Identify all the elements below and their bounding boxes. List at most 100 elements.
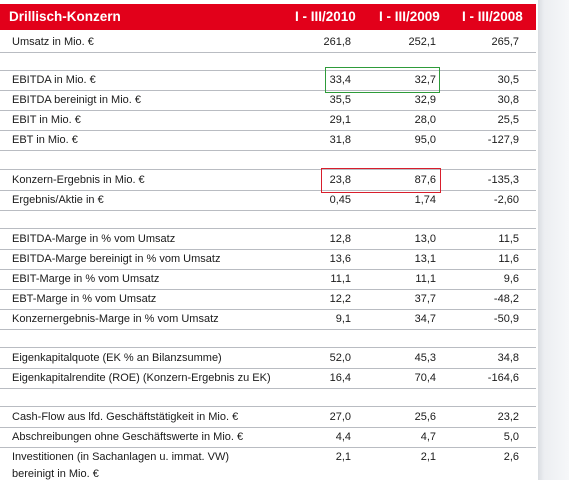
- value-2010: 2,1: [335, 451, 351, 463]
- value-2009: 1,74: [414, 194, 436, 206]
- table-row: EBITDA bereinigt in Mio. € 35,5 32,9 30,…: [0, 91, 536, 111]
- row-label: Ergebnis/Aktie in €: [12, 194, 104, 206]
- value-2009: 70,4: [414, 372, 436, 384]
- table-row: EBIT in Mio. € 29,1 28,0 25,5: [0, 111, 536, 131]
- table-header: Drillisch-Konzern I - III/2010 I - III/2…: [0, 4, 536, 30]
- table-row: EBITDA-Marge in % vom Umsatz 12,8 13,0 1…: [0, 230, 536, 250]
- table-row: EBT-Marge in % vom Umsatz 12,2 37,7 -48,…: [0, 290, 536, 310]
- value-2009: 32,7: [414, 74, 436, 86]
- value-2008: 23,2: [497, 411, 519, 423]
- value-2009: 13,0: [414, 233, 436, 245]
- value-2009: 13,1: [414, 253, 436, 265]
- row-label: EBITDA in Mio. €: [12, 74, 96, 86]
- row-label: Eigenkapitalrendite (ROE) (Konzern-Ergeb…: [12, 372, 271, 384]
- row-label: Konzernergebnis-Marge in % vom Umsatz: [12, 313, 219, 325]
- value-2010: 16,4: [329, 372, 351, 384]
- table-title: Drillisch-Konzern: [9, 9, 121, 24]
- value-2008: 30,5: [497, 74, 519, 86]
- row-label: EBITDA bereinigt in Mio. €: [12, 94, 142, 106]
- value-2010: 9,1: [335, 313, 351, 325]
- row-label: EBITDA-Marge bereinigt in % vom Umsatz: [12, 253, 221, 265]
- value-2010: 4,4: [335, 431, 351, 443]
- row-label: Abschreibungen ohne Geschäftswerte in Mi…: [12, 431, 244, 443]
- value-2008: -135,3: [487, 174, 519, 186]
- table-row: Konzernergebnis-Marge in % vom Umsatz 9,…: [0, 310, 536, 330]
- table-row: EBIT-Marge in % vom Umsatz 11,1 11,1 9,6: [0, 270, 536, 290]
- table-row: EBITDA in Mio. € 33,4 32,7 30,5: [0, 71, 536, 91]
- row-label: EBIT in Mio. €: [12, 114, 81, 126]
- table-row: Konzern-Ergebnis in Mio. € 23,8 87,6 -13…: [0, 171, 536, 191]
- ebitda-highlight-box: [325, 67, 440, 93]
- value-2010: 31,8: [329, 134, 351, 146]
- value-2008: 11,5: [498, 233, 519, 245]
- row-label: Konzern-Ergebnis in Mio. €: [12, 174, 145, 186]
- value-2008: 34,8: [497, 352, 519, 364]
- value-2008: -127,9: [487, 134, 519, 146]
- value-2010: 27,0: [329, 411, 351, 423]
- spacer-row: [0, 53, 536, 71]
- column-header-2008: I - III/2008: [462, 9, 523, 24]
- value-2009: 252,1: [408, 36, 436, 48]
- table-row: Ergebnis/Aktie in € 0,45 1,74 -2,60: [0, 191, 536, 211]
- spacer-row: [0, 389, 536, 407]
- value-2008: 265,7: [491, 36, 519, 48]
- value-2010: 35,5: [329, 94, 351, 106]
- column-header-2009: I - III/2009: [379, 9, 440, 24]
- table-row: EBT in Mio. € 31,8 95,0 -127,9: [0, 131, 536, 151]
- value-2008: -48,2: [493, 293, 519, 305]
- table-row: Investitionen (in Sachanlagen u. immat. …: [0, 448, 536, 480]
- value-2008: 2,6: [503, 451, 519, 463]
- value-2010: 23,8: [329, 174, 351, 186]
- value-2009: 45,3: [414, 352, 436, 364]
- value-2010: 261,8: [323, 36, 351, 48]
- value-2009: 34,7: [414, 313, 436, 325]
- table-row: Eigenkapitalrendite (ROE) (Konzern-Ergeb…: [0, 369, 536, 389]
- table-row: EBITDA-Marge bereinigt in % vom Umsatz 1…: [0, 250, 536, 270]
- value-2008: 5,0: [503, 431, 519, 443]
- value-2010: 0,45: [329, 194, 351, 206]
- table-row: Abschreibungen ohne Geschäftswerte in Mi…: [0, 428, 536, 448]
- value-2009: 4,7: [420, 431, 436, 443]
- value-2008: -50,9: [493, 313, 519, 325]
- table-row: Cash-Flow aus lfd. Geschäftstätigkeit in…: [0, 408, 536, 428]
- column-header-2010: I - III/2010: [295, 9, 356, 24]
- value-2010: 13,6: [329, 253, 351, 265]
- value-2008: 30,8: [497, 94, 519, 106]
- value-2009: 87,6: [414, 174, 436, 186]
- row-label: EBITDA-Marge in % vom Umsatz: [12, 233, 176, 245]
- value-2009: 28,0: [414, 114, 436, 126]
- value-2010: 52,0: [329, 352, 351, 364]
- value-2010: 12,2: [329, 293, 351, 305]
- value-2008: -2,60: [493, 194, 519, 206]
- value-2010: 29,1: [329, 114, 351, 126]
- value-2009: 2,1: [420, 451, 436, 463]
- table-row: Eigenkapitalquote (EK % an Bilanzsumme) …: [0, 349, 536, 369]
- value-2010: 11,1: [330, 273, 351, 285]
- value-2008: 9,6: [503, 273, 519, 285]
- financial-table: Drillisch-Konzern I - III/2010 I - III/2…: [0, 4, 536, 480]
- row-label: Investitionen (in Sachanlagen u. immat. …: [12, 451, 230, 463]
- row-label: Eigenkapitalquote (EK % an Bilanzsumme): [12, 352, 222, 364]
- row-label: EBT-Marge in % vom Umsatz: [12, 293, 157, 305]
- page-shadow: [538, 0, 569, 480]
- row-label: Cash-Flow aus lfd. Geschäftstätigkeit in…: [12, 411, 239, 423]
- value-2010: 33,4: [329, 74, 351, 86]
- spacer-row: [0, 211, 536, 229]
- konzern-ergebnis-highlight-box: [321, 168, 441, 193]
- row-label-continued: bereinigt in Mio. €: [12, 468, 99, 480]
- spacer-row: [0, 330, 536, 348]
- value-2009: 95,0: [414, 134, 436, 146]
- value-2009: 11,1: [415, 273, 436, 285]
- value-2009: 25,6: [414, 411, 436, 423]
- value-2008: 11,6: [498, 253, 519, 265]
- value-2009: 32,9: [414, 94, 436, 106]
- spacer-row: [0, 151, 536, 170]
- row-label: Umsatz in Mio. €: [12, 36, 94, 48]
- value-2008: 25,5: [497, 114, 519, 126]
- value-2008: -164,6: [487, 372, 519, 384]
- value-2010: 12,8: [329, 233, 351, 245]
- value-2009: 37,7: [414, 293, 436, 305]
- table-row: Umsatz in Mio. € 261,8 252,1 265,7: [0, 33, 536, 53]
- row-label: EBIT-Marge in % vom Umsatz: [12, 273, 160, 285]
- row-label: EBT in Mio. €: [12, 134, 78, 146]
